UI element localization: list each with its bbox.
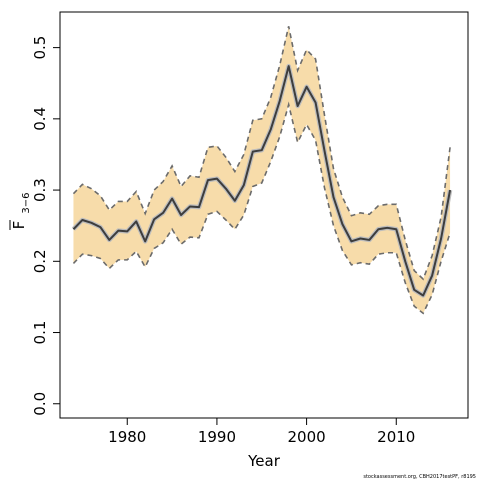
y-tick-label: 0.0 bbox=[31, 392, 49, 416]
confidence-band-layer bbox=[73, 26, 451, 314]
y-tick-label: 0.1 bbox=[31, 321, 49, 345]
estimate-line bbox=[72, 65, 452, 297]
y-tick-label: 0.2 bbox=[31, 249, 49, 273]
confidence-band bbox=[73, 26, 451, 314]
x-tick-label: 2010 bbox=[377, 428, 415, 446]
y-axis-title: F 3−6 bbox=[9, 192, 32, 230]
x-axis: 1980 1990 2000 2010 bbox=[108, 418, 415, 446]
y-tick-label: 0.3 bbox=[31, 178, 49, 202]
y-tick-label: 0.4 bbox=[31, 107, 49, 131]
y-tick-label: 0.5 bbox=[31, 36, 49, 60]
lower-ci-line bbox=[72, 101, 451, 315]
x-tick-label: 2000 bbox=[287, 428, 325, 446]
y-axis-title-subscript: 3−6 bbox=[21, 192, 32, 213]
x-tick-label: 1990 bbox=[198, 428, 236, 446]
x-axis-title: Year bbox=[247, 452, 281, 470]
footnote: stockassessment.org, CBH2017testPF, r819… bbox=[363, 474, 476, 480]
plot-frame bbox=[59, 11, 469, 419]
x-tick-label: 1980 bbox=[108, 428, 146, 446]
y-axis: 0.0 0.1 0.2 0.3 0.4 0.5 bbox=[31, 36, 60, 416]
upper-ci-line bbox=[72, 26, 451, 281]
y-axis-title-symbol: F bbox=[10, 221, 28, 230]
series-line-layer bbox=[71, 26, 453, 315]
